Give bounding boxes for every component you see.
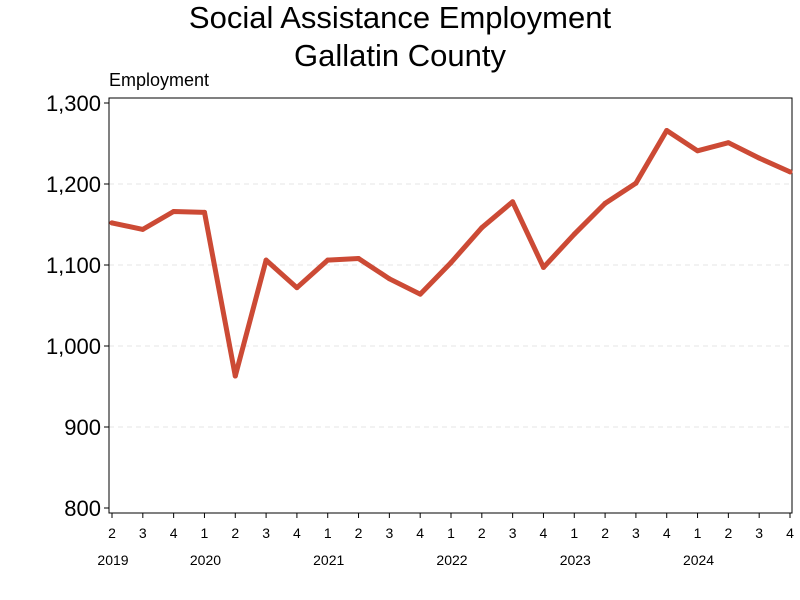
data-point xyxy=(695,148,701,154)
x-tick-label: 4 xyxy=(170,525,178,541)
data-point xyxy=(602,200,608,206)
x-tick-label: 2 xyxy=(231,525,239,541)
year-label: 2022 xyxy=(436,552,467,568)
y-tick-label: 800 xyxy=(64,496,101,521)
data-point xyxy=(201,209,207,215)
data-point xyxy=(540,264,546,270)
y-axis-label: Employment xyxy=(109,70,209,90)
x-tick-label: 2 xyxy=(478,525,486,541)
x-tick-label: 3 xyxy=(262,525,270,541)
x-tick-label: 4 xyxy=(293,525,301,541)
data-point xyxy=(725,140,731,146)
data-point xyxy=(448,260,454,266)
x-tick-label: 4 xyxy=(663,525,671,541)
data-point xyxy=(756,155,762,161)
data-point xyxy=(140,226,146,232)
x-tick-label: 1 xyxy=(447,525,455,541)
x-tick-label: 4 xyxy=(786,525,794,541)
data-point xyxy=(479,225,485,231)
x-tick-label: 4 xyxy=(416,525,424,541)
series-line xyxy=(109,128,793,379)
y-tick-label: 900 xyxy=(64,415,101,440)
x-tick-label: 1 xyxy=(694,525,702,541)
x-tick-label: 4 xyxy=(540,525,548,541)
x-tick-label: 3 xyxy=(632,525,640,541)
data-point xyxy=(325,257,331,263)
data-point xyxy=(571,231,577,237)
data-point xyxy=(664,128,670,134)
x-tick-label: 2 xyxy=(108,525,116,541)
year-label: 2021 xyxy=(313,552,344,568)
x-tick-label: 2 xyxy=(601,525,609,541)
x-tick-label: 3 xyxy=(385,525,393,541)
data-point xyxy=(417,291,423,297)
chart-title: Social Assistance Employment xyxy=(188,0,612,35)
data-point xyxy=(294,285,300,291)
x-tick-label: 1 xyxy=(201,525,209,541)
year-label: 2020 xyxy=(190,552,221,568)
data-point xyxy=(510,199,516,205)
y-tick-label: 1,000 xyxy=(46,334,101,359)
year-label: 2024 xyxy=(683,552,714,568)
data-point xyxy=(386,276,392,282)
x-tick-label: 2 xyxy=(724,525,732,541)
plot-frame xyxy=(108,97,793,514)
y-tick-label: 1,100 xyxy=(46,253,101,278)
data-point xyxy=(263,257,269,263)
data-point xyxy=(171,209,177,215)
data-point xyxy=(356,256,362,262)
data-point xyxy=(787,169,793,175)
x-tick-label: 2 xyxy=(355,525,363,541)
y-tick-label: 1,300 xyxy=(46,91,101,116)
x-tick-label: 1 xyxy=(570,525,578,541)
year-label: 2019 xyxy=(97,552,128,568)
data-point xyxy=(109,220,115,226)
data-point xyxy=(633,180,639,186)
x-tick-label: 1 xyxy=(324,525,332,541)
x-tick-label: 3 xyxy=(139,525,147,541)
chart-subtitle: Gallatin County xyxy=(294,38,506,73)
year-label: 2023 xyxy=(560,552,591,568)
x-tick-label: 3 xyxy=(755,525,763,541)
data-point xyxy=(232,373,238,379)
x-tick-label: 3 xyxy=(509,525,517,541)
y-tick-label: 1,200 xyxy=(46,172,101,197)
